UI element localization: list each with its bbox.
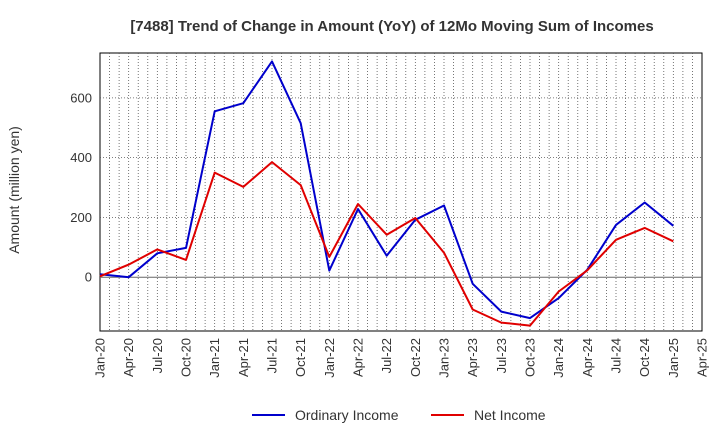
x-tick-label: Oct-21 — [293, 338, 308, 377]
x-tick-label: Apr-20 — [121, 338, 136, 377]
x-tick-label: Apr-25 — [695, 338, 710, 377]
series-line-net-income — [99, 161, 674, 327]
x-tick-label: Apr-24 — [580, 338, 595, 377]
chart-title: [7488] Trend of Change in Amount (YoY) o… — [130, 18, 653, 35]
x-tick-label: Jul-20 — [150, 338, 165, 373]
x-tick-label: Jan-22 — [322, 338, 337, 378]
x-tick-label: Jul-21 — [265, 338, 280, 373]
x-tick-label: Oct-23 — [523, 338, 538, 377]
x-tick-label: Apr-23 — [465, 338, 480, 377]
plot-frame — [99, 52, 703, 332]
y-axis-label: Amount (million yen) — [6, 126, 22, 254]
x-tick-label: Jul-23 — [494, 338, 509, 373]
x-tick-label: Jan-25 — [666, 338, 681, 378]
y-tick-label: 400 — [70, 150, 92, 165]
x-tick-label: Apr-21 — [236, 338, 251, 377]
x-tick-label: Apr-22 — [351, 338, 366, 377]
x-tick-label: Jan-23 — [437, 338, 452, 378]
plot-area: 0 200 400 600 Jan-20 Apr-20 Jul-20 Oct-20 Jan-21… — [70, 52, 710, 378]
legend: Ordinary Income Net Income — [252, 407, 546, 423]
legend-label: Net Income — [474, 407, 546, 423]
y-tick-label: 0 — [85, 270, 92, 285]
x-tick-label: Oct-22 — [408, 338, 423, 377]
x-tick-label: Oct-24 — [637, 338, 652, 377]
x-tick-label: Jul-24 — [609, 338, 624, 373]
y-tick-label: 200 — [70, 210, 92, 225]
x-tick-label: Oct-20 — [179, 338, 194, 377]
series-line-ordinary-income — [99, 60, 674, 320]
x-tick-label: Jan-21 — [207, 338, 222, 378]
y-tick-label: 600 — [70, 90, 92, 105]
x-tick-label: Jan-24 — [551, 338, 566, 378]
legend-label: Ordinary Income — [295, 407, 399, 423]
x-tick-label: Jan-20 — [93, 338, 108, 378]
x-tick-label: Jul-22 — [379, 338, 394, 373]
